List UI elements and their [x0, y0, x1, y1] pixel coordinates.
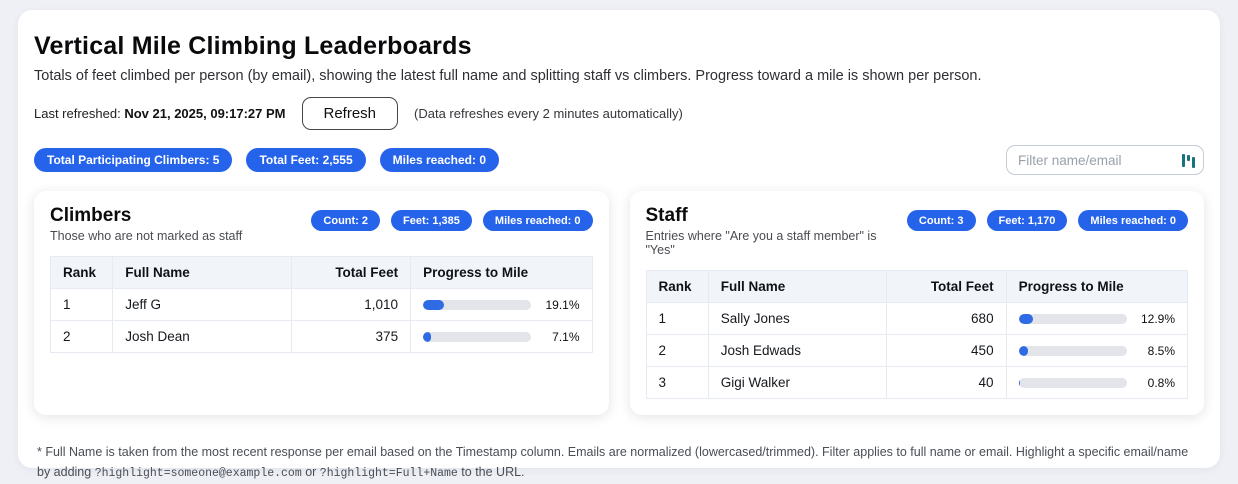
stats-row: Total Participating Climbers: 5 Total Fe… — [34, 145, 1204, 175]
table-row: 2 Josh Edwads 450 8.5% — [645, 334, 1189, 367]
progress-percent: 8.5% — [1147, 343, 1175, 358]
footnote-code-name: ?highlight=Full+Name — [319, 467, 458, 480]
climbers-badges: Count: 2 Feet: 1,385 Miles reached: 0 — [311, 203, 593, 231]
progress-track — [1018, 377, 1127, 388]
refresh-button[interactable]: Refresh — [301, 97, 399, 130]
footnote-text: to the URL. — [457, 465, 525, 479]
feet-cell: 680 — [886, 302, 1007, 335]
table-row: 2 Josh Dean 375 7.1% — [49, 320, 593, 353]
progress-cell: 19.1% — [410, 288, 593, 321]
progress-fill — [1018, 345, 1028, 356]
page-subtitle: Totals of feet climbed per person (by em… — [34, 68, 982, 84]
progress-percent: 12.9% — [1140, 311, 1175, 326]
footnote-text: or — [301, 465, 320, 479]
name-cell: Gigi Walker — [707, 366, 888, 399]
staff-titles: Staff Entries where "Are you a staff mem… — [646, 203, 907, 257]
progress-fill — [1018, 313, 1033, 324]
rank-cell: 3 — [645, 366, 709, 399]
progress-percent: 0.8% — [1147, 375, 1175, 390]
progress-cell: 7.1% — [410, 320, 593, 353]
stat-total-climbers: Total Participating Climbers: 5 — [34, 148, 233, 172]
col-header-name: Full Name — [707, 270, 888, 303]
last-refreshed: Last refreshed: Nov 21, 2025, 09:17:27 P… — [34, 106, 286, 121]
staff-header: Staff Entries where "Are you a staff mem… — [646, 203, 1188, 257]
page-title: Vertical Mile Climbing Leaderboards — [34, 32, 472, 60]
staff-subtitle: Entries where "Are you a staff member" i… — [645, 229, 877, 257]
progress-track — [1018, 313, 1127, 324]
col-header-progress: Progress to Mile — [1005, 270, 1189, 303]
staff-table: Rank Full Name Total Feet Progress to Mi… — [645, 270, 1189, 399]
climbers-header: Climbers Those who are not marked as sta… — [50, 203, 593, 243]
staff-miles-badge: Miles reached: 0 — [1078, 210, 1188, 231]
col-header-feet: Total Feet — [886, 270, 1007, 303]
name-cell: Josh Dean — [112, 320, 292, 353]
progress-fill — [1018, 377, 1020, 388]
refresh-row: Last refreshed: Nov 21, 2025, 09:17:27 P… — [34, 97, 1204, 130]
progress-cell: 12.9% — [1005, 302, 1189, 335]
progress-percent: 7.1% — [552, 329, 580, 344]
progress-cell: 0.8% — [1005, 366, 1189, 399]
feet-cell: 450 — [886, 334, 1007, 367]
leaderboards: Climbers Those who are not marked as sta… — [34, 191, 1204, 415]
rank-cell: 1 — [49, 288, 114, 321]
feet-cell: 40 — [886, 366, 1007, 399]
feet-cell: 375 — [290, 320, 412, 353]
footnote-code-email: ?highlight=someone@example.com — [94, 467, 302, 480]
climbers-miles-badge: Miles reached: 0 — [482, 210, 593, 231]
climbers-subtitle: Those who are not marked as staff — [50, 229, 243, 243]
progress-fill — [423, 331, 431, 342]
progress-track — [423, 331, 532, 342]
progress-track — [423, 299, 532, 310]
col-header-progress: Progress to Mile — [410, 256, 593, 289]
progress-cell: 8.5% — [1005, 334, 1189, 367]
icon-bar — [1192, 156, 1195, 168]
progress-percent: 19.1% — [545, 297, 580, 312]
rank-cell: 2 — [49, 320, 114, 353]
climbers-feet-badge: Feet: 1,385 — [391, 210, 472, 231]
col-header-name: Full Name — [112, 256, 292, 289]
feet-cell: 1,010 — [290, 288, 412, 321]
climbers-card: Climbers Those who are not marked as sta… — [34, 191, 609, 415]
icon-bar — [1187, 155, 1190, 161]
footnote: * Full Name is taken from the most recen… — [34, 442, 1204, 483]
filter-input[interactable] — [1006, 145, 1204, 175]
form-fill-extension-icon[interactable] — [1182, 152, 1196, 168]
col-header-rank: Rank — [49, 256, 114, 289]
rank-cell: 2 — [645, 334, 709, 367]
last-refreshed-value: Nov 21, 2025, 09:17:27 PM — [124, 106, 286, 121]
name-cell: Sally Jones — [707, 302, 888, 335]
progress-fill — [423, 299, 444, 310]
table-row: 1 Sally Jones 680 12.9% — [645, 302, 1189, 335]
name-cell: Josh Edwads — [707, 334, 888, 367]
staff-badges: Count: 3 Feet: 1,170 Miles reached: 0 — [906, 203, 1188, 231]
table-header-row: Rank Full Name Total Feet Progress to Mi… — [49, 256, 593, 289]
staff-title: Staff — [645, 205, 688, 226]
table-row: 1 Jeff G 1,010 19.1% — [49, 288, 593, 321]
climbers-title: Climbers — [50, 205, 132, 226]
staff-count-badge: Count: 3 — [906, 210, 976, 231]
last-refreshed-label: Last refreshed: — [34, 106, 121, 121]
icon-bar — [1182, 153, 1185, 167]
table-header-row: Rank Full Name Total Feet Progress to Mi… — [645, 270, 1189, 303]
main-panel: Vertical Mile Climbing Leaderboards Tota… — [18, 10, 1220, 480]
name-cell: Jeff G — [112, 288, 292, 321]
stat-miles-reached: Miles reached: 0 — [379, 148, 499, 172]
rank-cell: 1 — [645, 302, 709, 335]
staff-feet-badge: Feet: 1,170 — [986, 210, 1068, 231]
footnote-text: * Full Name is taken from the most recen… — [37, 445, 1189, 479]
staff-card: Staff Entries where "Are you a staff mem… — [629, 191, 1204, 415]
filter-wrap — [1006, 145, 1204, 175]
climbers-count-badge: Count: 2 — [311, 210, 381, 231]
stat-total-feet: Total Feet: 2,555 — [246, 148, 366, 172]
auto-refresh-note: (Data refreshes every 2 minutes automati… — [414, 106, 683, 121]
progress-track — [1018, 345, 1127, 356]
climbers-titles: Climbers Those who are not marked as sta… — [50, 203, 242, 243]
climbers-table: Rank Full Name Total Feet Progress to Mi… — [49, 256, 593, 353]
col-header-feet: Total Feet — [290, 256, 412, 289]
col-header-rank: Rank — [645, 270, 709, 303]
table-row: 3 Gigi Walker 40 0.8% — [645, 366, 1189, 399]
